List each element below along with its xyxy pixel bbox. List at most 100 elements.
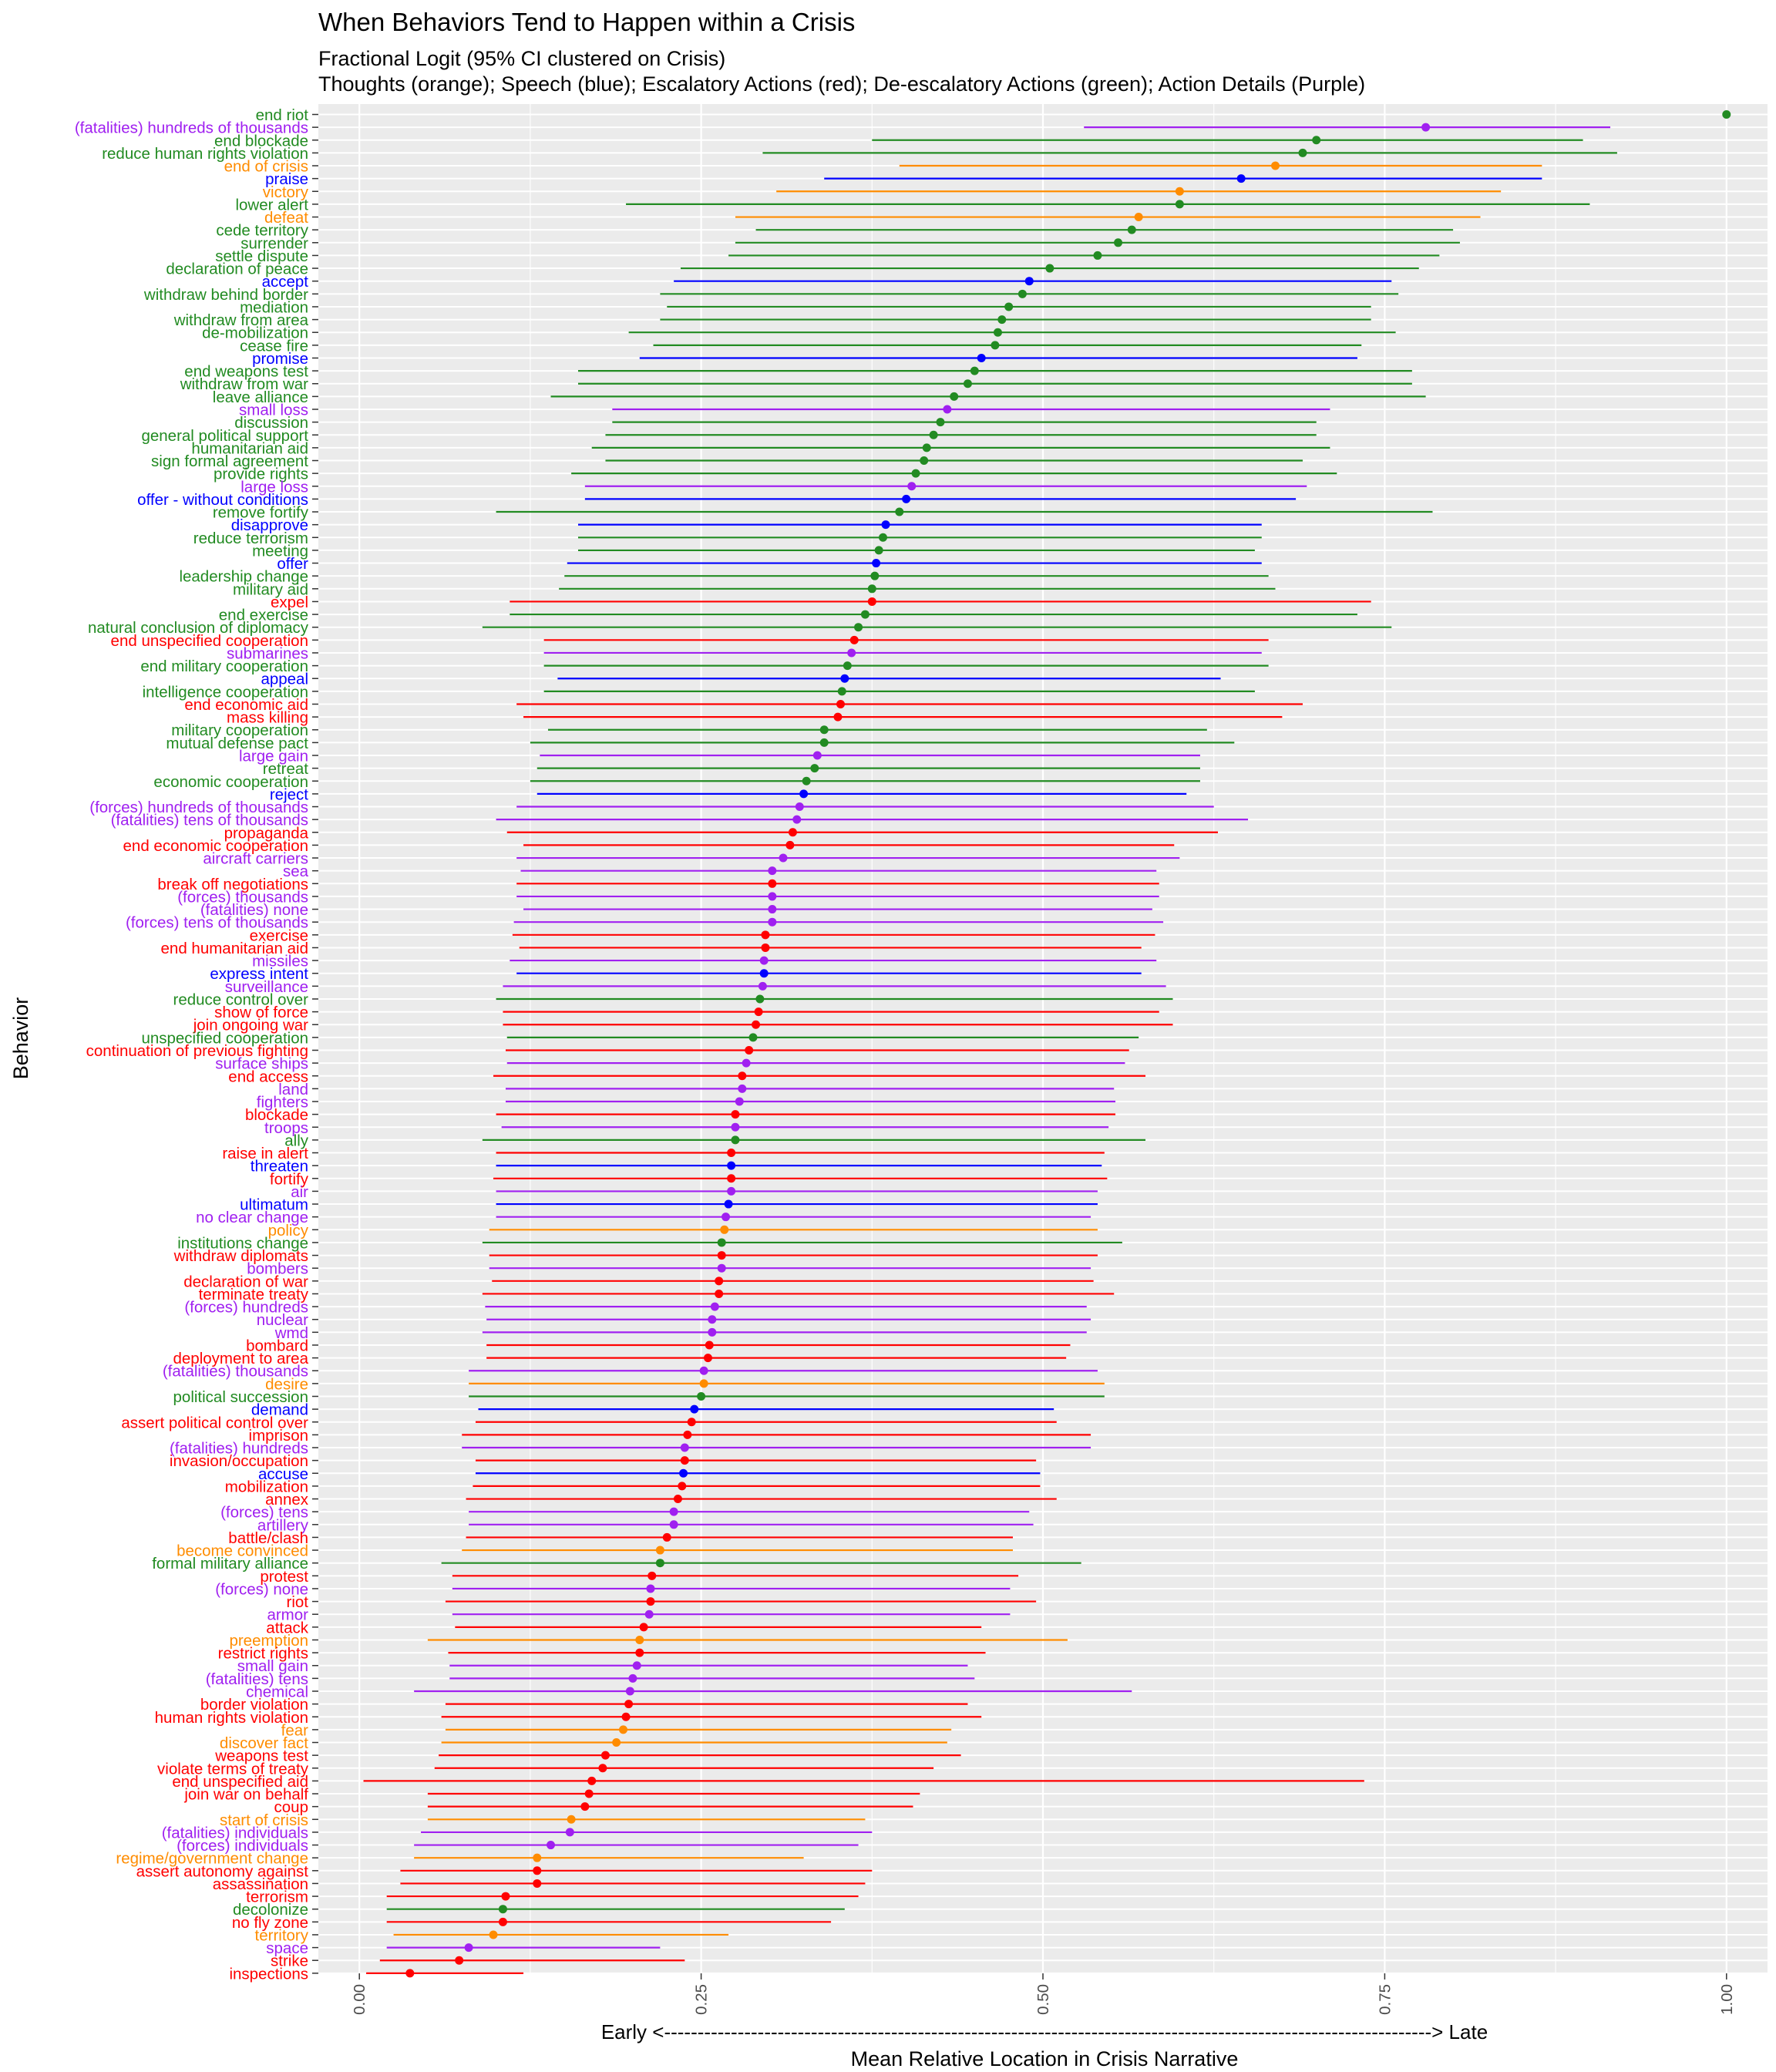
behavior-label: de-mobilization xyxy=(202,325,308,342)
mean-point xyxy=(761,943,770,952)
mean-point xyxy=(1024,277,1034,286)
mean-point xyxy=(687,1418,696,1427)
behavior-label: end riot xyxy=(256,106,309,124)
behavior-label: (forces) tens xyxy=(220,1504,308,1522)
mean-point xyxy=(731,1110,740,1119)
behavior-label: no fly zone xyxy=(232,1914,308,1932)
behavior-labels: end riot(fatalities) hundreds of thousan… xyxy=(75,106,318,1983)
behavior-label: (fatalities) hundreds of thousands xyxy=(75,119,308,137)
mean-point xyxy=(646,1584,655,1593)
mean-point xyxy=(812,751,822,760)
behavior-label: reduce terrorism xyxy=(193,530,308,547)
mean-point xyxy=(759,969,769,978)
mean-point xyxy=(598,1764,607,1773)
chart-subtitle-line-1: Fractional Logit (95% CI clustered on Cr… xyxy=(318,47,725,70)
behavior-label: formal military alliance xyxy=(152,1555,308,1572)
x-tick-label: 0.00 xyxy=(351,1984,368,2015)
behavior-label: inspections xyxy=(229,1965,308,1983)
behavior-label: (fatalities) tens xyxy=(206,1670,308,1688)
mean-point xyxy=(792,815,802,824)
mean-point xyxy=(819,738,829,747)
behavior-label: blockade xyxy=(245,1106,308,1124)
behavior-label: end unspecified aid xyxy=(172,1773,308,1791)
behavior-label: restrict rights xyxy=(218,1645,308,1663)
mean-point xyxy=(920,456,929,466)
mean-point xyxy=(895,507,904,516)
behavior-label: chemical xyxy=(246,1683,308,1700)
behavior-label: express intent xyxy=(210,965,308,983)
behavior-label: promise xyxy=(252,350,308,368)
behavior-label: political succession xyxy=(173,1388,308,1406)
mean-point xyxy=(870,571,880,580)
mean-point xyxy=(963,379,972,388)
mean-point xyxy=(624,1700,634,1709)
behavior-label: intelligence cooperation xyxy=(143,683,308,701)
behavior-label: air xyxy=(291,1183,308,1201)
behavior-label: (forces) thousands xyxy=(177,888,308,906)
behavior-label: (forces) hundreds of thousands xyxy=(89,799,308,816)
mean-point xyxy=(735,1097,744,1106)
mean-point xyxy=(874,546,883,555)
mean-point xyxy=(768,866,777,876)
behavior-label: territory xyxy=(255,1926,309,1944)
mean-point xyxy=(708,1315,717,1324)
mean-point xyxy=(799,789,809,799)
behavior-label: fear xyxy=(281,1721,308,1739)
mean-point xyxy=(703,1354,712,1363)
mean-point xyxy=(600,1751,610,1760)
behavior-label: mutual defense pact xyxy=(166,735,308,752)
mean-point xyxy=(727,1186,736,1196)
behavior-label: withdraw diplomats xyxy=(173,1247,308,1265)
behavior-label: bombers xyxy=(247,1260,308,1278)
behavior-label: fighters xyxy=(257,1094,308,1112)
behavior-label: protest xyxy=(260,1568,308,1586)
x-axis-title: Mean Relative Location in Crisis Narrati… xyxy=(851,2047,1239,2070)
mean-point xyxy=(533,1866,542,1875)
behavior-label: policy xyxy=(268,1222,309,1240)
mean-point xyxy=(977,353,986,362)
x-tick-label: 0.50 xyxy=(1034,1984,1052,2015)
behavior-label: regime/government change xyxy=(116,1850,308,1868)
behavior-label: surrender xyxy=(240,234,308,252)
mean-point xyxy=(717,1251,726,1260)
behavior-label: strike xyxy=(271,1953,308,1970)
mean-point xyxy=(936,418,945,427)
mean-point xyxy=(881,520,890,530)
behavior-label: victory xyxy=(263,183,309,201)
mean-point xyxy=(970,366,979,375)
mean-point xyxy=(768,917,777,927)
chart-subtitle-line-2: Thoughts (orange); Speech (blue); Escala… xyxy=(318,72,1365,96)
mean-point xyxy=(872,559,881,568)
behavior-label: sea xyxy=(283,863,309,880)
behavior-label: start of crisis xyxy=(220,1811,308,1829)
mean-point xyxy=(1298,148,1307,157)
behavior-label: terrorism xyxy=(246,1889,308,1906)
mean-point xyxy=(699,1366,708,1375)
mean-point xyxy=(489,1930,498,1939)
behavior-label: praise xyxy=(265,170,308,188)
mean-point xyxy=(731,1122,740,1132)
mean-point xyxy=(625,1687,634,1696)
behavior-label: surveillance xyxy=(225,978,308,996)
behavior-label: land xyxy=(278,1081,308,1098)
mean-point xyxy=(922,443,931,452)
behavior-label: armor xyxy=(267,1606,308,1624)
behavior-label: large gain xyxy=(239,748,308,765)
mean-point xyxy=(795,802,804,812)
behavior-label: defeat xyxy=(264,209,308,227)
mean-point xyxy=(854,623,863,632)
mean-point xyxy=(759,956,769,965)
behavior-label: (fatalities) tens of thousands xyxy=(111,812,308,829)
behavior-label: (fatalities) none xyxy=(200,901,308,919)
mean-point xyxy=(867,597,876,606)
mean-point xyxy=(669,1520,678,1529)
mean-point xyxy=(639,1623,648,1632)
mean-point xyxy=(742,1058,751,1068)
mean-point xyxy=(635,1635,644,1644)
mean-point xyxy=(708,1327,717,1337)
behavior-label: withdraw behind border xyxy=(143,286,308,304)
y-axis-title: Behavior xyxy=(9,997,32,1080)
mean-point xyxy=(843,661,852,671)
behavior-label: discover fact xyxy=(220,1734,308,1752)
mean-point xyxy=(710,1302,719,1311)
